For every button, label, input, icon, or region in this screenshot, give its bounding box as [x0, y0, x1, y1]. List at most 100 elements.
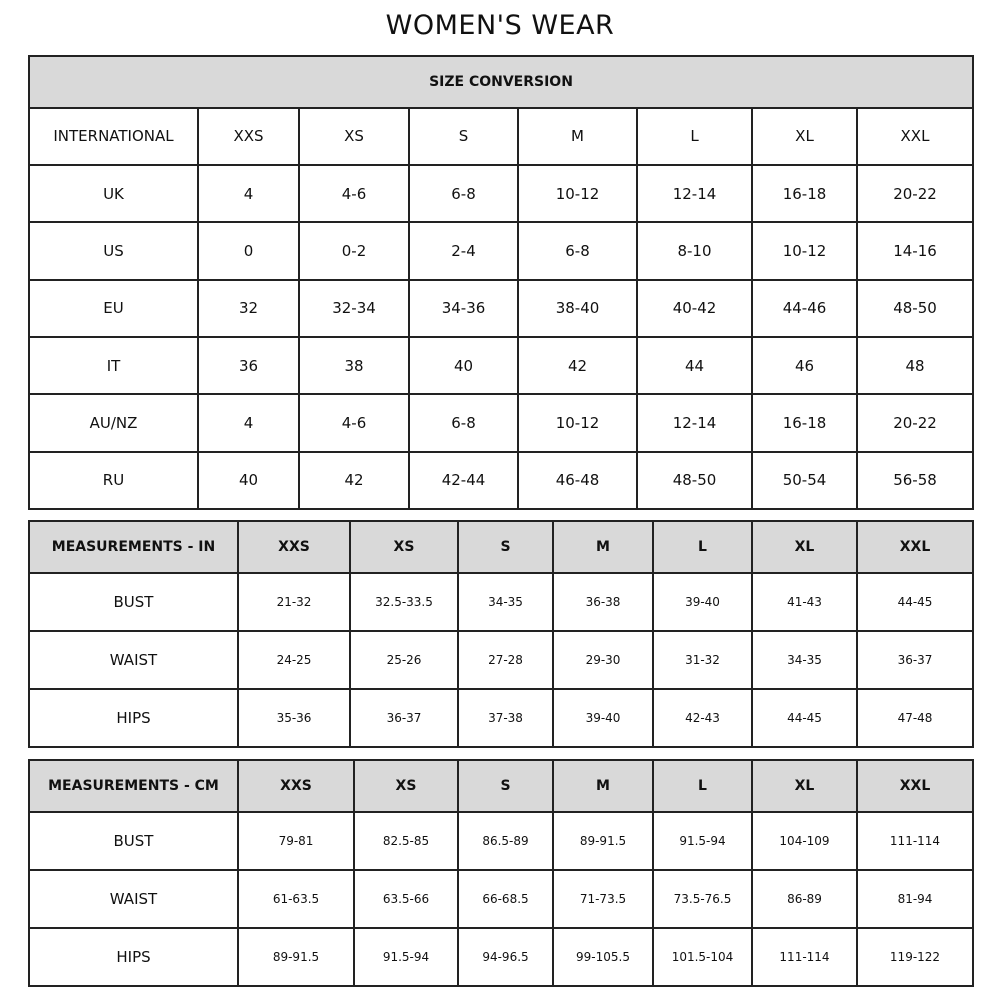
row-label: HIPS [28, 688, 239, 748]
table-cell: 40 [408, 335, 519, 396]
table-cell: 4 [197, 163, 300, 224]
header-size: XXL [856, 106, 974, 166]
row-label: IT [28, 335, 199, 396]
header-size: XS [349, 519, 459, 575]
table-cell: 81-94 [856, 869, 974, 930]
row-label: BUST [28, 811, 239, 872]
table-cell: 12-14 [636, 163, 753, 224]
row-label: AU/NZ [28, 393, 199, 453]
table-cell: 27-28 [457, 630, 554, 691]
table-row: WAIST 61-63.5 63.5-66 66-68.5 71-73.5 73.5-76… [28, 869, 974, 930]
header-size: XXL [856, 519, 974, 575]
heading-row: SIZE CONVERSION [28, 55, 974, 109]
table-cell: 34-36 [408, 278, 519, 338]
table-cell: 32.5-33.5 [349, 572, 459, 633]
table-cell: 10-12 [517, 163, 638, 224]
table-cell: 4-6 [298, 163, 410, 224]
table-row: UK 4 4-6 6-8 10-12 12-14 16-18 20-22 [28, 163, 974, 224]
header-row: MEASUREMENTS - IN XXS XS S M L XL XXL [28, 519, 974, 575]
header-size: S [457, 758, 554, 814]
table-cell: 40-42 [636, 278, 753, 338]
table-cell: 86.5-89 [457, 811, 554, 872]
table-cell: 91.5-94 [652, 811, 753, 872]
table-cell: 42 [298, 450, 410, 511]
table-cell: 16-18 [751, 163, 858, 224]
header-size: S [408, 106, 519, 166]
header-label: MEASUREMENTS - IN [28, 519, 239, 575]
table-cell: 44-46 [751, 278, 858, 338]
row-label: WAIST [28, 630, 239, 691]
size-conversion-table: SIZE CONVERSION INTERNATIONAL XXS XS S M L XL XX… [28, 55, 974, 511]
table-cell: 86-89 [751, 869, 858, 930]
header-row: MEASUREMENTS - CM XXS XS S M L XL XXL [28, 758, 974, 814]
table-cell: 24-25 [237, 630, 351, 691]
table-cell: 42-43 [652, 688, 753, 748]
table-cell: 99-105.5 [552, 927, 654, 987]
header-size: XS [353, 758, 459, 814]
header-size: XL [751, 519, 858, 575]
table-cell: 101.5-104 [652, 927, 753, 987]
table-cell: 56-58 [856, 450, 974, 511]
table-cell: 50-54 [751, 450, 858, 511]
table-cell: 10-12 [517, 393, 638, 453]
table-cell: 32 [197, 278, 300, 338]
table-cell: 40 [197, 450, 300, 511]
table-cell: 46-48 [517, 450, 638, 511]
table-cell: 6-8 [517, 221, 638, 281]
header-size: L [636, 106, 753, 166]
table-row: IT 36 38 40 42 44 46 48 [28, 335, 974, 396]
table-cell: 39-40 [552, 688, 654, 748]
page-title: WOMEN'S WEAR [385, 10, 615, 41]
table-row: RU 40 42 42-44 46-48 48-50 50-54 56-58 [28, 450, 974, 511]
table-cell: 71-73.5 [552, 869, 654, 930]
table-cell: 20-22 [856, 393, 974, 453]
header-size: XS [298, 106, 410, 166]
row-label: BUST [28, 572, 239, 633]
table-cell: 111-114 [751, 927, 858, 987]
table-cell: 2-4 [408, 221, 519, 281]
table-cell: 89-91.5 [237, 927, 355, 987]
table-cell: 20-22 [856, 163, 974, 224]
table-cell: 89-91.5 [552, 811, 654, 872]
table-cell: 36-37 [349, 688, 459, 748]
header-row: INTERNATIONAL XXS XS S M L XL XXL [28, 106, 974, 166]
header-size: L [652, 758, 753, 814]
table-cell: 31-32 [652, 630, 753, 691]
header-label: INTERNATIONAL [28, 106, 199, 166]
table-cell: 63.5-66 [353, 869, 459, 930]
header-size: XXS [237, 519, 351, 575]
row-label: US [28, 221, 199, 281]
header-size: L [652, 519, 753, 575]
header-size: XXS [237, 758, 355, 814]
table-cell: 6-8 [408, 393, 519, 453]
table-cell: 34-35 [751, 630, 858, 691]
table-cell: 79-81 [237, 811, 355, 872]
table-cell: 37-38 [457, 688, 554, 748]
table-cell: 61-63.5 [237, 869, 355, 930]
table-cell: 44 [636, 335, 753, 396]
table-cell: 35-36 [237, 688, 351, 748]
table-cell: 42-44 [408, 450, 519, 511]
table-cell: 46 [751, 335, 858, 396]
table-cell: 48-50 [856, 278, 974, 338]
table-cell: 6-8 [408, 163, 519, 224]
table-cell: 66-68.5 [457, 869, 554, 930]
table-cell: 4 [197, 393, 300, 453]
table-cell: 48-50 [636, 450, 753, 511]
table-cell: 94-96.5 [457, 927, 554, 987]
table-cell: 119-122 [856, 927, 974, 987]
measurements-in-table: MEASUREMENTS - IN XXS XS S M L XL XXL BUST 21-32 3… [28, 519, 974, 748]
header-size: M [552, 758, 654, 814]
table-cell: 10-12 [751, 221, 858, 281]
header-size: XL [751, 758, 858, 814]
table-cell: 4-6 [298, 393, 410, 453]
measurements-cm-table: MEASUREMENTS - CM XXS XS S M L XL XXL BUST 79-81 8… [28, 758, 974, 987]
table-cell: 91.5-94 [353, 927, 459, 987]
header-size: M [552, 519, 654, 575]
table-row: US 0 0-2 2-4 6-8 8-10 10-12 14-16 [28, 221, 974, 281]
table-cell: 36 [197, 335, 300, 396]
table-row: WAIST 24-25 25-26 27-28 29-30 31-32 34-35 36-37 [28, 630, 974, 691]
table-cell: 36-38 [552, 572, 654, 633]
table-cell: 16-18 [751, 393, 858, 453]
table-cell: 36-37 [856, 630, 974, 691]
